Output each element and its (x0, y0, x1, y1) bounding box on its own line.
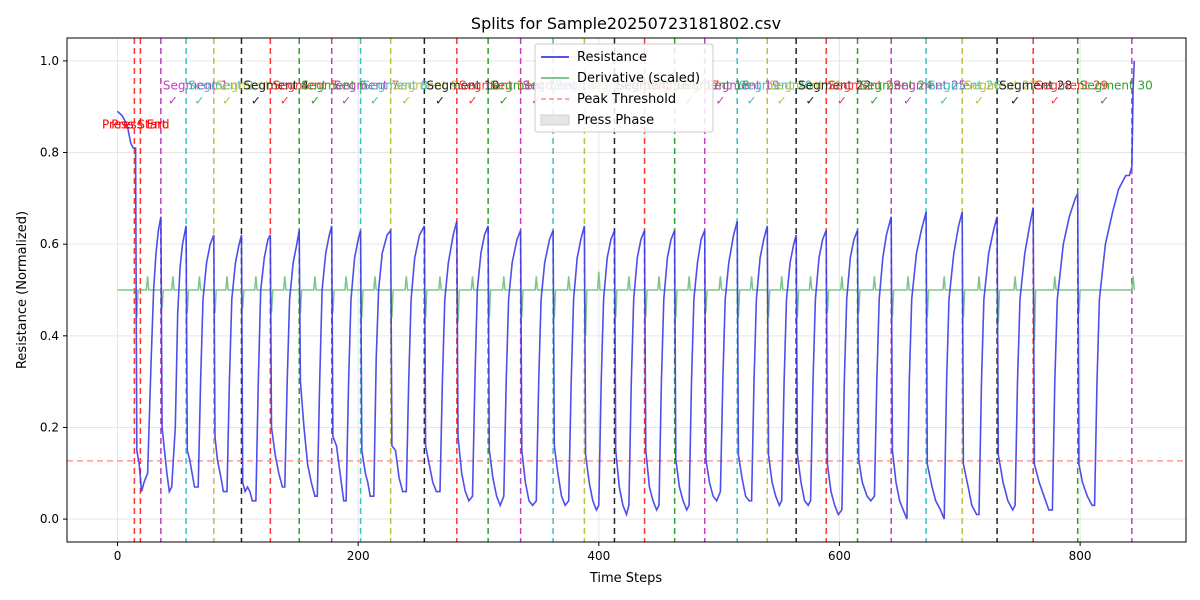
segment-check-mark: ✓ (806, 93, 816, 107)
segment-check-mark: ✓ (222, 93, 232, 107)
legend-label: Press Phase (577, 113, 654, 128)
segment-check-mark: ✓ (837, 93, 847, 107)
series (116, 60, 1136, 520)
legend: Resistance Derivative (scaled) Peak Thresh… (534, 43, 714, 133)
segment-check-mark: ✓ (251, 93, 261, 107)
segment-label: Segment 7 (334, 78, 399, 92)
segment-label: Segment 28 (999, 78, 1072, 92)
legend-label: Resistance (577, 50, 647, 65)
segment-label: Segment 23 (828, 78, 901, 92)
segment-check-mark: ✓ (401, 93, 411, 107)
segment-check-mark: ✓ (1010, 93, 1020, 107)
segment-label: Segment 22 (798, 78, 871, 92)
segment-check-mark: ✓ (280, 93, 290, 107)
segment-label: Segment 30 (1080, 78, 1153, 92)
segment-check-mark: ✓ (370, 93, 380, 107)
resistance-series-line (116, 60, 1136, 520)
segment-label: Segment 10 (426, 78, 499, 92)
segment-check-mark: ✓ (310, 93, 320, 107)
segment-check-mark: ✓ (467, 93, 477, 107)
y-tick-label: 0.8 (40, 146, 59, 160)
segment-check-mark: ✓ (903, 93, 913, 107)
plot-area-frame (66, 37, 1187, 543)
legend-label: Derivative (scaled) (577, 71, 700, 86)
segment-check-mark: ✓ (168, 93, 178, 107)
segment-check-mark: ✓ (715, 93, 725, 107)
segment-label: Segment 19 (707, 78, 780, 92)
segment-label: Segment 26 (928, 78, 1001, 92)
segment-label: Segment 6 (301, 78, 366, 92)
segment-label: Segment 20 (739, 78, 812, 92)
segment-check-mark: ✓ (939, 93, 949, 107)
segment-label: Segment 29 (1035, 78, 1108, 92)
y-tick-label: 0.0 (40, 512, 59, 526)
segment-label: Segment 5 (272, 78, 337, 92)
segment-check-mark: ✓ (747, 93, 757, 107)
segment-label: Segment 27 (964, 78, 1037, 92)
y-tick-label: 0.4 (40, 329, 59, 343)
x-tick-label: 200 (347, 549, 370, 563)
y-tick-label: 0.6 (40, 237, 59, 251)
y-tick-label: 0.2 (40, 420, 59, 434)
y-tick-label: 1.0 (40, 54, 59, 68)
segment-label: Segment 24 (860, 78, 933, 92)
x-tick-label: 400 (587, 549, 610, 563)
segment-check-mark: ✓ (435, 93, 445, 107)
x-tick-label: 600 (828, 549, 851, 563)
chart-title: Splits for Sample20250723181802.csv (471, 14, 781, 33)
segment-label: Segment 21 (769, 78, 842, 92)
segment-check-mark: ✓ (869, 93, 879, 107)
segment-label: Segment 2 (188, 78, 253, 92)
segment-check-mark: ✓ (341, 93, 351, 107)
segment-check-mark: ✓ (194, 93, 204, 107)
axes: 0 200 400 600 800 0.0 0.2 0.4 0.6 0.8 1.0 (40, 54, 1092, 563)
segment-label: Segment 4 (243, 78, 308, 92)
legend-label: Peak Threshold (577, 92, 676, 107)
segment-label: Segment 1 (163, 78, 228, 92)
legend-swatch (540, 114, 570, 126)
segment-label: Segment 9 (393, 78, 458, 92)
segment-label: Segment 3 (216, 78, 281, 92)
segment-check-mark: ✓ (1099, 93, 1109, 107)
segment-check-mark: ✓ (1050, 93, 1060, 107)
legend-box (534, 43, 714, 133)
segment-check-mark: ✓ (499, 93, 509, 107)
press-marker-label: Press Start (102, 118, 167, 132)
x-axis-label: Time Steps (589, 571, 663, 586)
segment-check-mark: ✓ (974, 93, 984, 107)
segment-check-mark: ✓ (777, 93, 787, 107)
y-axis-label: Resistance (Normalized) (15, 211, 30, 369)
x-tick-label: 0 (114, 549, 122, 563)
segment-label: Segment 11 (459, 78, 532, 92)
segment-label: Segment 25 (893, 78, 966, 92)
press-marker-label: Press End (111, 118, 169, 132)
x-tick-label: 800 (1069, 549, 1092, 563)
segment-label: Segment 8 (363, 78, 428, 92)
